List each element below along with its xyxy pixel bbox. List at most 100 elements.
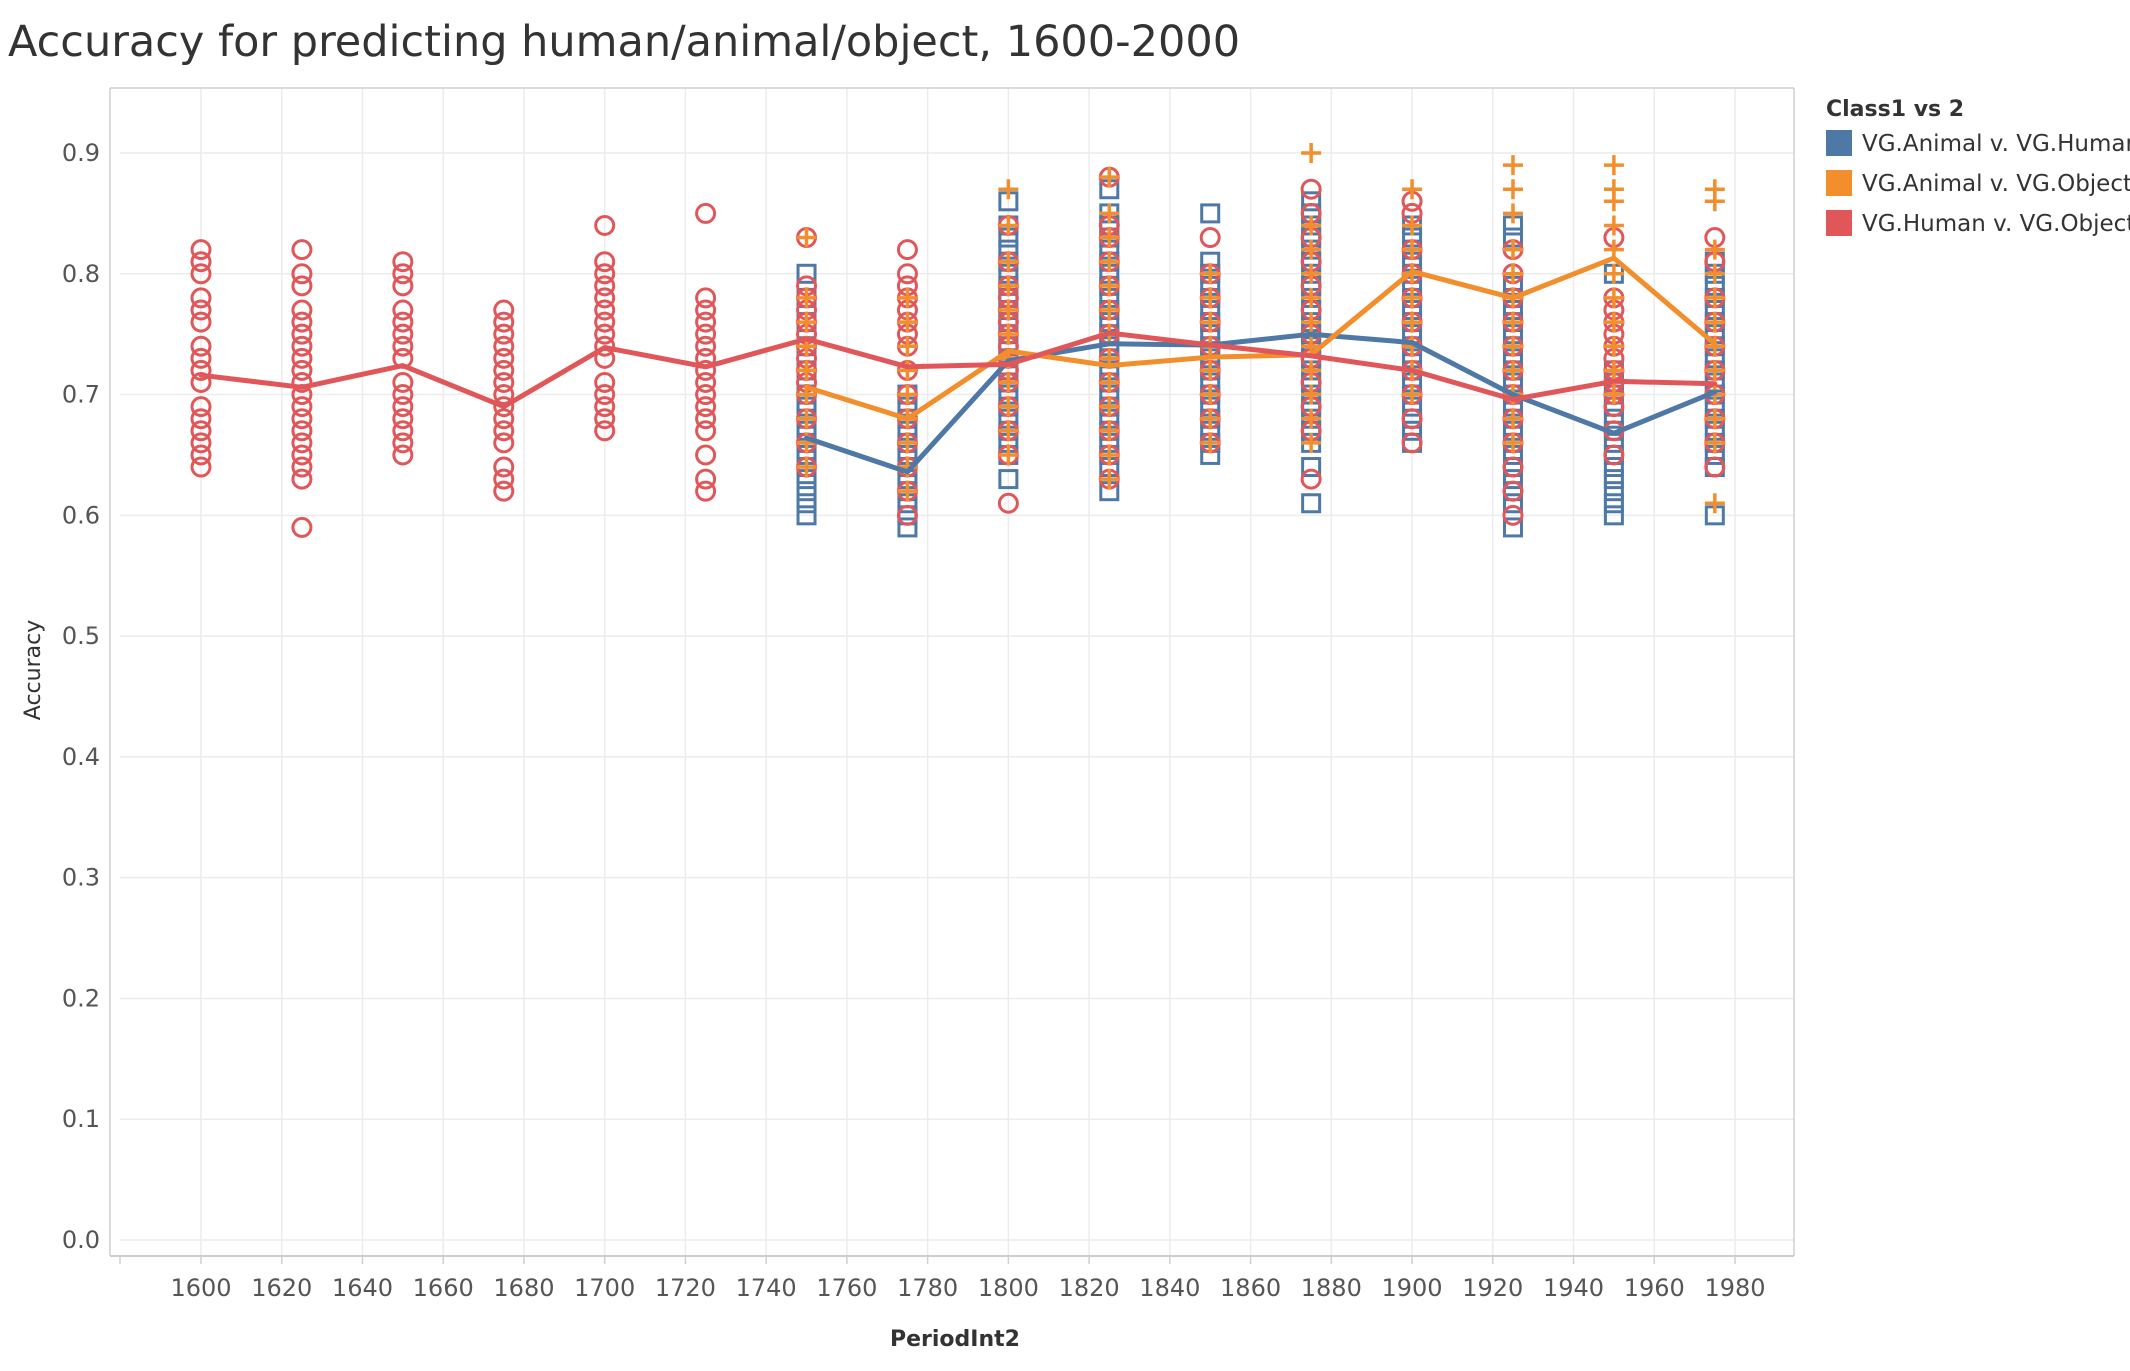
plus-marker	[1502, 263, 1523, 284]
circle-marker	[291, 347, 313, 369]
plus-marker	[1502, 239, 1523, 260]
circle-marker	[896, 504, 918, 526]
circle-marker	[493, 468, 515, 490]
plus-marker	[1099, 396, 1120, 417]
plus-marker	[998, 420, 1019, 441]
y-tick-label: 0.7	[62, 381, 100, 409]
circle-marker	[291, 420, 313, 442]
square-marker	[1200, 203, 1221, 224]
circle-marker	[594, 371, 616, 393]
circle-marker	[392, 251, 414, 273]
square-marker	[1301, 191, 1322, 212]
circle-marker	[392, 371, 414, 393]
x-tick-label: 1960	[1624, 1274, 1685, 1302]
x-tick-label: 1760	[816, 1274, 877, 1302]
circle-marker	[291, 323, 313, 345]
circle-marker	[493, 335, 515, 357]
square-marker	[796, 505, 817, 526]
legend-swatch	[1826, 170, 1852, 196]
plus-marker	[1603, 215, 1624, 236]
plus-marker	[1301, 263, 1322, 284]
circle-marker	[291, 299, 313, 321]
circle-marker	[594, 408, 616, 430]
circle-marker	[190, 420, 212, 442]
plus-marker	[1704, 179, 1725, 200]
circle-marker	[695, 396, 717, 418]
circle-marker	[291, 263, 313, 285]
x-tick-label: 1660	[413, 1274, 474, 1302]
plus-marker	[1099, 300, 1120, 321]
plus-marker	[1502, 432, 1523, 453]
square-marker	[1603, 505, 1624, 526]
plus-marker	[1502, 155, 1523, 176]
circle-marker	[695, 480, 717, 502]
circle-marker	[1300, 178, 1322, 200]
circle-marker	[594, 251, 616, 273]
plus-marker	[1099, 167, 1120, 188]
circle-marker	[695, 311, 717, 333]
circle-marker	[493, 480, 515, 502]
plus-marker	[1099, 251, 1120, 272]
plus-marker	[796, 227, 817, 248]
legend-swatch	[1826, 130, 1852, 156]
plus-marker	[1402, 384, 1423, 405]
circle-marker	[190, 239, 212, 261]
y-tick-label: 0.5	[62, 622, 100, 650]
circle-marker	[695, 444, 717, 466]
plus-marker	[1603, 263, 1624, 284]
circle-marker	[695, 408, 717, 430]
plus-marker	[1200, 432, 1221, 453]
series-line-0	[804, 331, 1718, 475]
plus-marker	[897, 481, 918, 502]
circle-marker	[493, 359, 515, 381]
plus-marker	[1704, 287, 1725, 308]
y-axis-title: Accuracy	[21, 620, 46, 720]
circle-marker	[695, 287, 717, 309]
plus-marker	[1603, 384, 1624, 405]
plus-marker	[998, 215, 1019, 236]
y-tick-label: 0.3	[62, 864, 100, 892]
circle-marker	[695, 202, 717, 224]
circle-marker	[392, 444, 414, 466]
plus-marker	[1502, 203, 1523, 224]
plus-marker	[998, 372, 1019, 393]
circle-marker	[493, 396, 515, 418]
plus-marker	[1099, 372, 1120, 393]
x-tick-label: 1780	[897, 1274, 958, 1302]
circle-marker	[291, 516, 313, 538]
circle-marker	[190, 251, 212, 273]
square-marker	[796, 263, 817, 284]
marker-layer	[190, 143, 1726, 538]
plus-marker	[1603, 360, 1624, 381]
circle-marker	[1300, 468, 1322, 490]
circle-marker	[190, 396, 212, 418]
circle-marker	[594, 287, 616, 309]
plus-marker	[1200, 312, 1221, 333]
circle-marker	[997, 492, 1019, 514]
circle-marker	[392, 299, 414, 321]
plus-marker	[998, 251, 1019, 272]
plot-frame	[109, 87, 1795, 1257]
plus-marker	[897, 336, 918, 357]
x-tick-label: 1740	[736, 1274, 797, 1302]
x-tick-label: 1720	[655, 1274, 716, 1302]
circle-marker	[392, 263, 414, 285]
plus-marker	[1301, 143, 1322, 163]
circle-marker	[493, 299, 515, 321]
x-tick-label: 1680	[493, 1274, 554, 1302]
square-marker	[897, 517, 918, 538]
circle-marker	[190, 299, 212, 321]
line-layer	[198, 255, 1718, 475]
plus-marker	[1603, 287, 1624, 308]
circle-marker	[594, 396, 616, 418]
x-tick-label: 1800	[978, 1274, 1039, 1302]
x-tick-label: 1820	[1059, 1274, 1120, 1302]
plus-marker	[1603, 155, 1624, 176]
circle-marker	[1502, 504, 1524, 526]
plus-marker	[1301, 287, 1322, 308]
plus-marker	[796, 408, 817, 429]
plus-marker	[1301, 239, 1322, 260]
series-line-1	[804, 255, 1718, 422]
plus-marker	[998, 275, 1019, 296]
